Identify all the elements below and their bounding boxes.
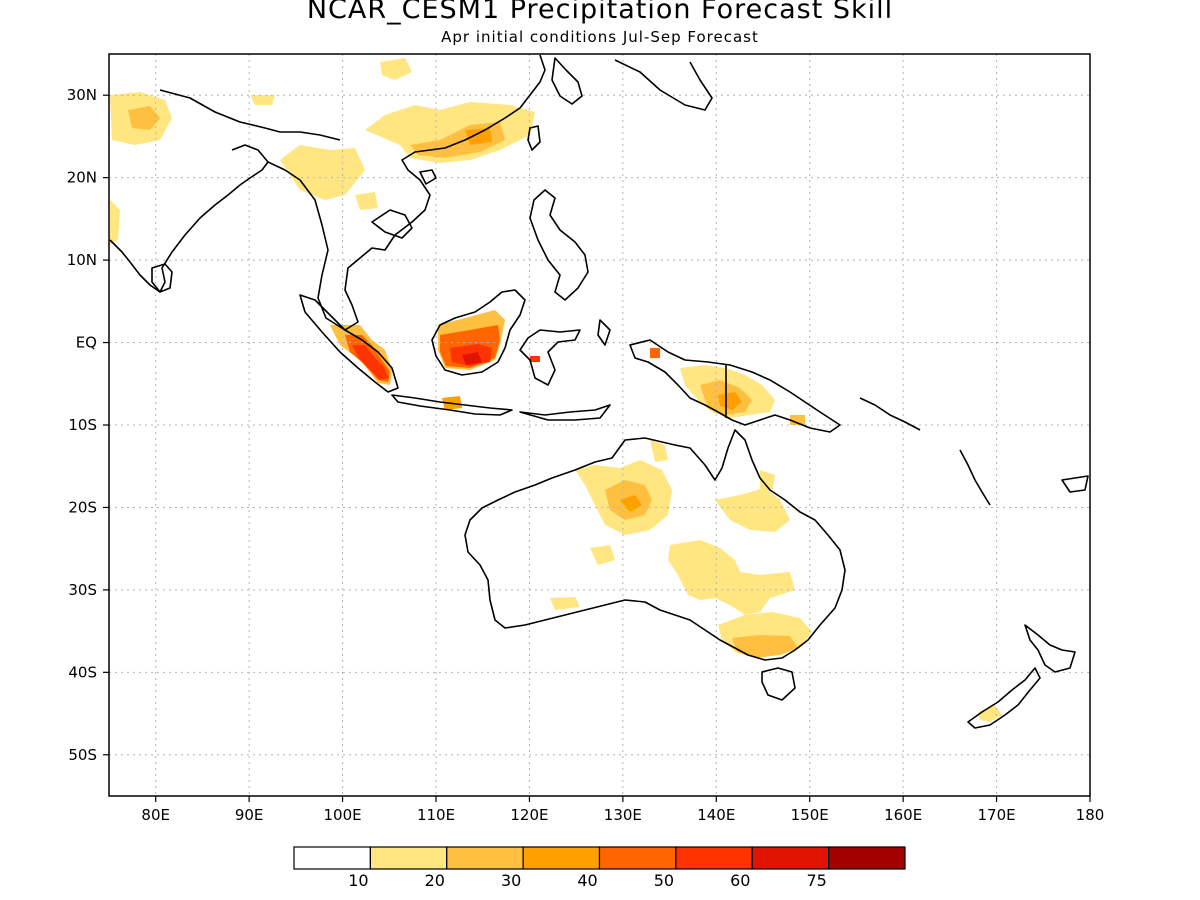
colorbar-label: 20 bbox=[425, 871, 445, 890]
skill-region bbox=[128, 106, 160, 130]
coastline bbox=[597, 319, 611, 346]
x-tick-label: 80E bbox=[141, 806, 170, 824]
coastline bbox=[761, 667, 796, 701]
colorbar-swatch bbox=[522, 846, 601, 870]
y-tick-label: EQ bbox=[76, 334, 97, 352]
coastline bbox=[529, 189, 589, 301]
skill-region bbox=[732, 635, 798, 658]
coastline bbox=[109, 144, 269, 293]
colorbar-label: 10 bbox=[348, 871, 368, 890]
x-tick-label: 130E bbox=[604, 806, 642, 824]
colorbar-swatch bbox=[751, 846, 830, 870]
x-tick-label: 160E bbox=[884, 806, 922, 824]
x-tick-label: 140E bbox=[697, 806, 735, 824]
map-title: NCAR_CESM1 Precipitation Forecast Skill bbox=[306, 0, 894, 25]
coastline bbox=[519, 404, 611, 421]
x-tick-label: 150E bbox=[791, 806, 829, 824]
coastline bbox=[464, 429, 846, 661]
skill-region bbox=[110, 200, 120, 245]
colorbar-swatch bbox=[446, 846, 524, 870]
colorbar-label: 30 bbox=[501, 871, 521, 890]
colorbar-swatch bbox=[369, 846, 448, 870]
map-subtitle: Apr initial conditions Jul-Sep Forecast bbox=[441, 28, 759, 46]
skill-region bbox=[668, 540, 795, 615]
coastline bbox=[371, 209, 413, 239]
coastline bbox=[959, 449, 991, 506]
skill-region bbox=[715, 488, 790, 532]
x-tick-label: 90E bbox=[235, 806, 264, 824]
coastline bbox=[859, 397, 921, 431]
skill-region bbox=[352, 345, 389, 380]
x-tick-label: 100E bbox=[324, 806, 362, 824]
coastline bbox=[431, 289, 526, 376]
y-tick-label: 30S bbox=[68, 581, 97, 599]
coastline bbox=[419, 169, 437, 185]
coastline bbox=[527, 125, 541, 151]
y-tick-label: 30N bbox=[67, 86, 97, 104]
colorbar-swatch bbox=[293, 846, 371, 870]
x-tick-label: 110E bbox=[417, 806, 455, 824]
skill-region bbox=[365, 102, 535, 163]
y-tick-label: 20N bbox=[67, 169, 97, 187]
skill-region bbox=[590, 545, 615, 565]
skill-region bbox=[718, 392, 742, 410]
skill-shading-layer bbox=[110, 58, 1002, 722]
coastline bbox=[967, 667, 1041, 729]
coastline bbox=[614, 59, 713, 111]
skill-region bbox=[978, 705, 1002, 722]
y-tick-label: 40S bbox=[68, 663, 97, 681]
y-tick-label: 10S bbox=[68, 416, 97, 434]
map-background bbox=[109, 54, 1090, 796]
skill-region bbox=[280, 145, 365, 200]
skill-region bbox=[465, 128, 492, 145]
map-axes: 80E 90E 100E 110E 120E 130E 140E 150E 160E 170E 18… bbox=[67, 86, 1105, 824]
colorbar: 10 20 30 40 50 60 75 bbox=[293, 846, 906, 890]
y-tick-label: 20S bbox=[68, 498, 97, 516]
skill-region bbox=[250, 95, 275, 105]
y-tick-label: 50S bbox=[68, 746, 97, 764]
colorbar-swatch bbox=[675, 846, 753, 870]
coastline bbox=[1024, 624, 1076, 673]
x-tick-label: 180 bbox=[1076, 806, 1105, 824]
skill-region bbox=[650, 348, 660, 358]
coastline bbox=[299, 294, 399, 393]
coastline bbox=[1061, 475, 1089, 493]
x-tick-label: 170E bbox=[978, 806, 1016, 824]
skill-region bbox=[355, 192, 378, 210]
colorbar-label: 50 bbox=[654, 871, 674, 890]
x-tick-label: 120E bbox=[510, 806, 548, 824]
coastline-layer bbox=[109, 54, 1089, 729]
colorbar-swatch bbox=[598, 846, 677, 870]
colorbar-label: 40 bbox=[577, 871, 597, 890]
colorbar-label: 75 bbox=[806, 871, 826, 890]
skill-region bbox=[790, 415, 805, 425]
coastline bbox=[629, 339, 841, 433]
skill-region bbox=[760, 470, 775, 492]
y-tick-label: 10N bbox=[67, 251, 97, 269]
coastline bbox=[391, 394, 513, 416]
colorbar-swatch bbox=[828, 846, 906, 870]
coastline bbox=[519, 329, 581, 386]
skill-region bbox=[550, 597, 580, 610]
skill-region bbox=[650, 440, 668, 462]
skill-region bbox=[620, 495, 642, 512]
skill-region bbox=[462, 352, 482, 365]
skill-region bbox=[530, 356, 540, 362]
coastline bbox=[151, 263, 173, 293]
grid-lines bbox=[109, 54, 1090, 796]
skill-region bbox=[380, 58, 412, 80]
coastline bbox=[551, 57, 583, 105]
coastline bbox=[159, 89, 341, 141]
colorbar-label: 60 bbox=[730, 871, 750, 890]
